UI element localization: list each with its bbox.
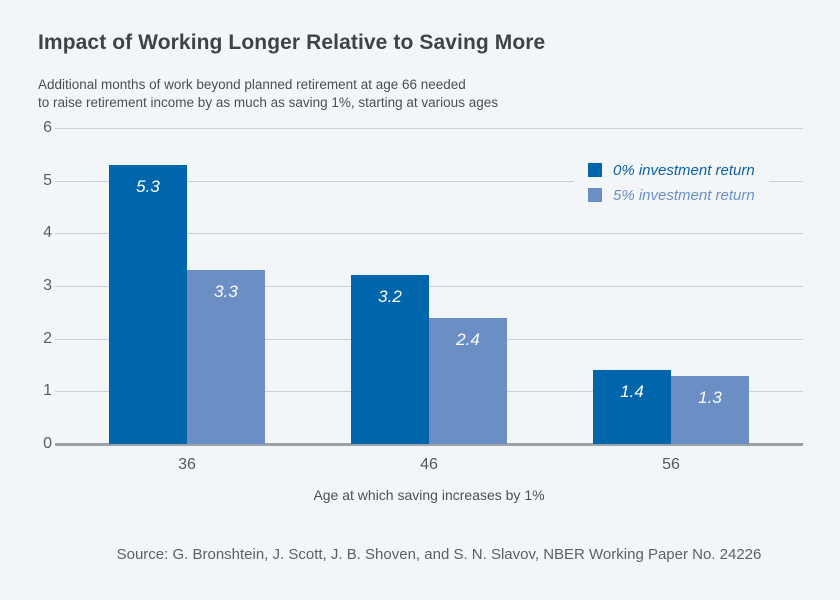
y-tick-label-2: 2 xyxy=(43,329,52,347)
legend-label-0pct: 0% investment return xyxy=(613,161,755,179)
bar-series0-36 xyxy=(109,164,187,444)
y-tick-label-3: 3 xyxy=(43,277,52,294)
chart-legend: 0% investment return 5% investment retur… xyxy=(574,152,769,215)
x-axis-line xyxy=(55,443,803,446)
page-title: Impact of Working Longer Relative to Sav… xyxy=(38,31,546,54)
chart-subtitle: Additional months of work beyond planned… xyxy=(38,76,498,112)
legend-item-0pct: 0% investment return xyxy=(588,159,755,181)
gridline-y4 xyxy=(55,233,803,235)
bar-value-series1-36: 3.3 xyxy=(214,282,238,302)
gridline-y3 xyxy=(55,286,803,287)
legend-swatch-0pct xyxy=(588,163,602,177)
bar-series1-56 xyxy=(671,375,749,444)
x-tick-label-36: 36 xyxy=(178,456,196,473)
bar-value-series1-46: 2.4 xyxy=(456,329,480,349)
legend-swatch-5pct xyxy=(588,188,602,202)
gridline-y5 xyxy=(55,180,803,182)
bar-series0-46 xyxy=(351,275,429,444)
y-tick-label-6: 6 xyxy=(43,119,52,136)
chart-subtitle-line-1: Additional months of work beyond planned… xyxy=(38,77,466,92)
x-tick-label-56: 56 xyxy=(662,456,680,473)
bar-value-series1-56: 1.3 xyxy=(698,387,722,407)
gridline-y6 xyxy=(55,128,803,129)
x-tick-label-46: 46 xyxy=(420,456,438,473)
x-axis-title: Age at which saving increases by 1% xyxy=(313,487,545,503)
chart-subtitle-line-2: to raise retirement income by as much as… xyxy=(38,95,498,110)
source-note: Source: G. Bronshtein, J. Scott, J. B. S… xyxy=(116,546,762,563)
bar-value-series0-46: 3.2 xyxy=(378,287,402,307)
bar-series1-36 xyxy=(187,270,265,444)
y-tick-label-4: 4 xyxy=(43,224,52,242)
y-tick-label-5: 5 xyxy=(43,171,52,189)
legend-label-5pct: 5% investment return xyxy=(613,186,755,204)
bar-series1-46 xyxy=(429,317,507,444)
bar-value-series0-36: 5.3 xyxy=(136,176,160,196)
legend-item-5pct: 5% investment return xyxy=(588,184,755,206)
bar-series0-56 xyxy=(593,370,671,444)
y-tick-label-1: 1 xyxy=(43,382,52,400)
bar-value-series0-56: 1.4 xyxy=(620,382,644,402)
y-tick-label-0: 0 xyxy=(43,435,52,452)
